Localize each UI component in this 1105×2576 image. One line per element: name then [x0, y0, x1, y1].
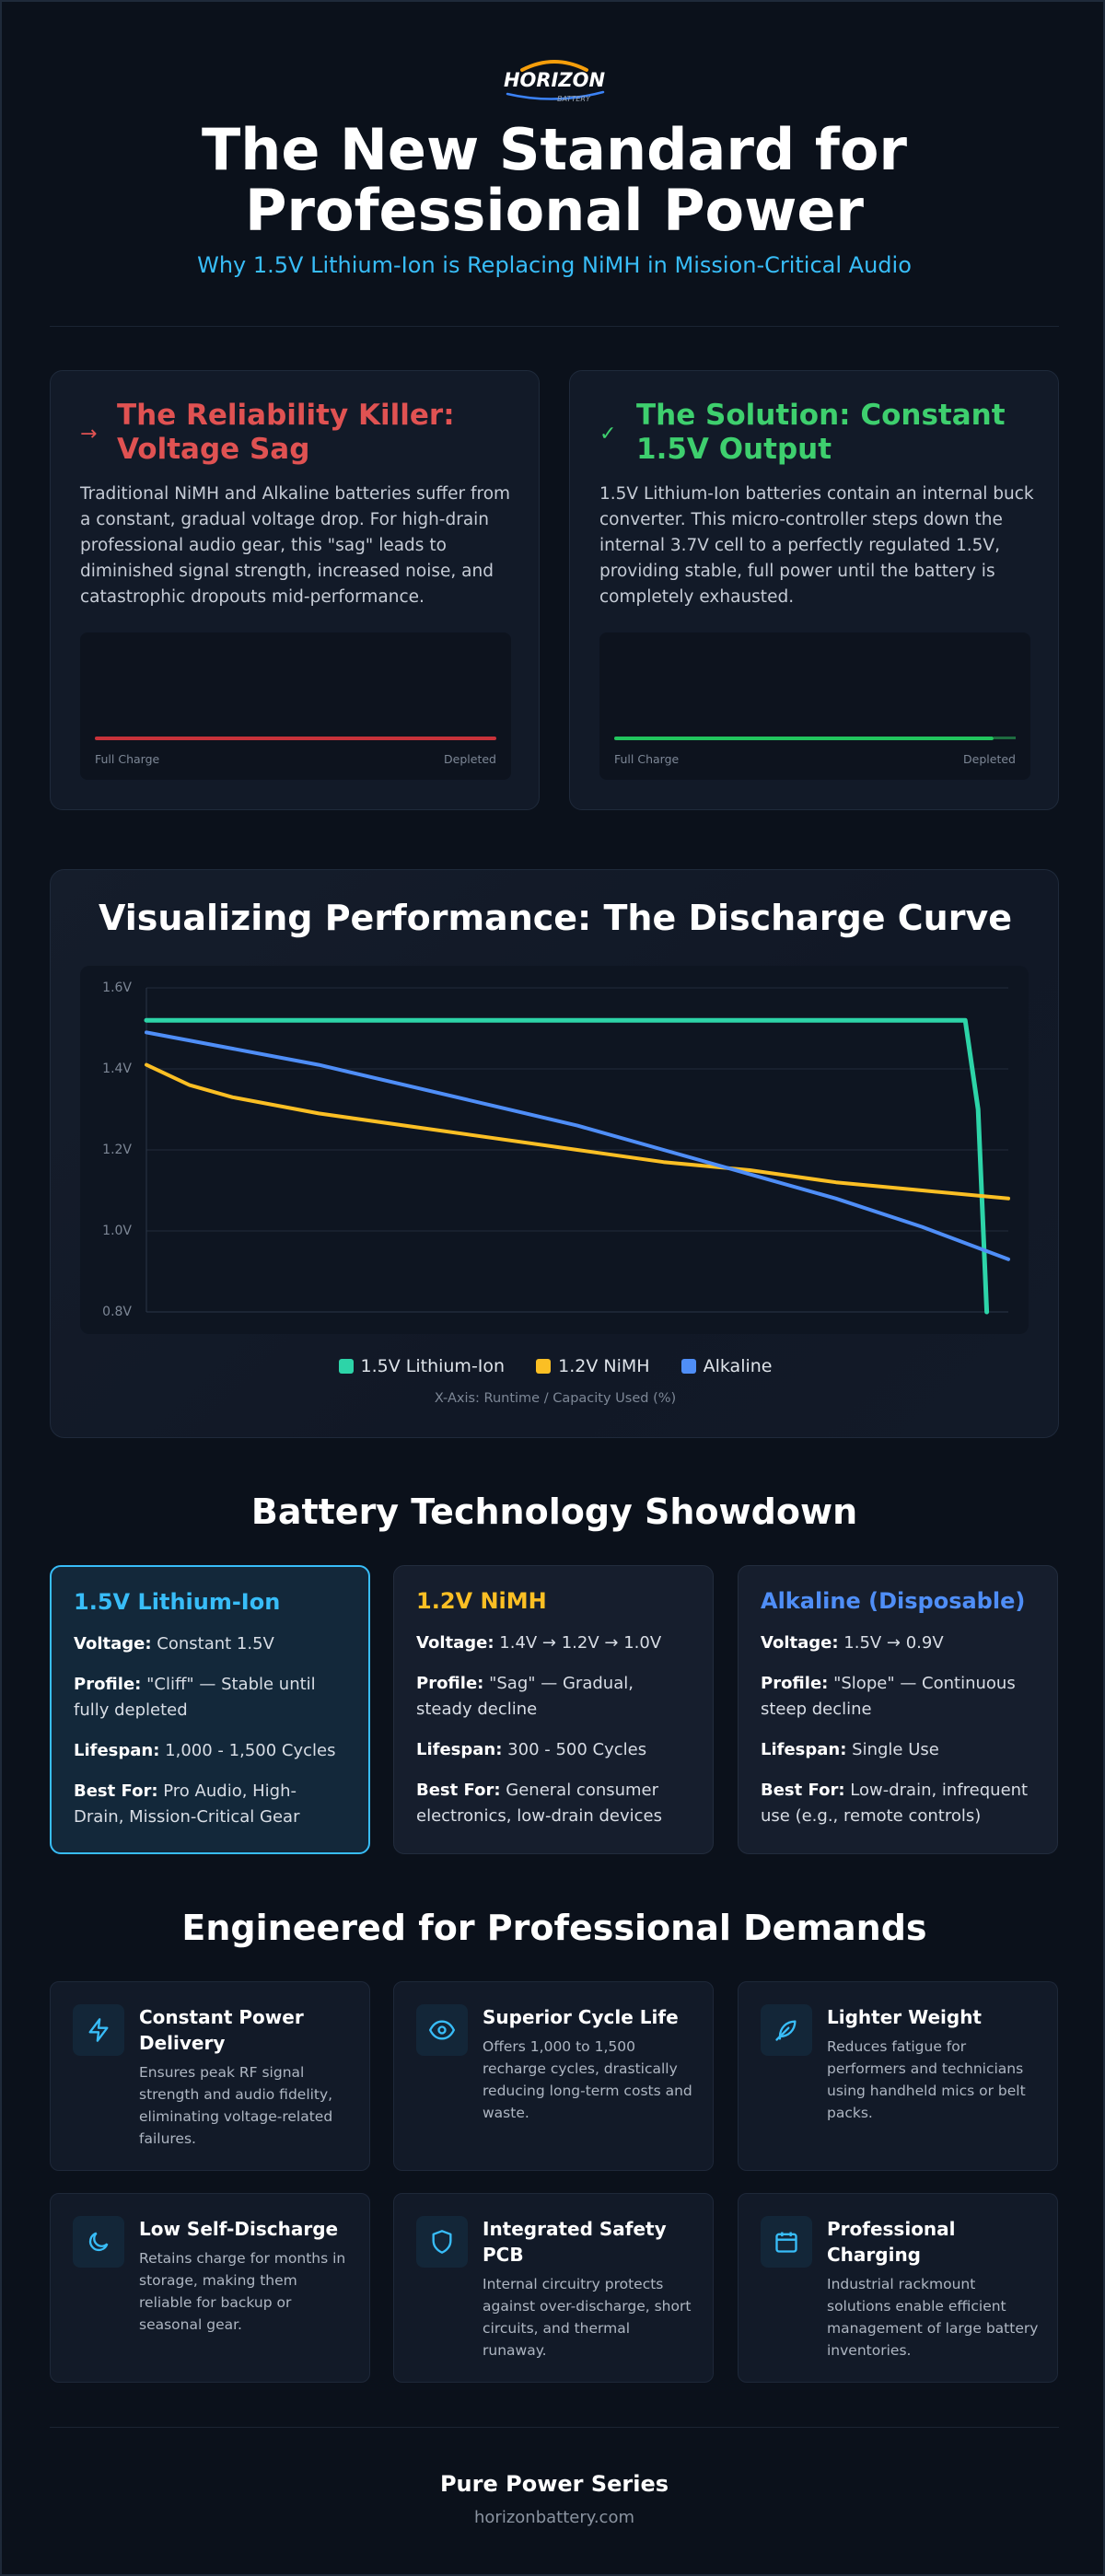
lifespan-row: Lifespan: 300 - 500 Cycles	[416, 1740, 647, 1759]
problem-body: Traditional NiMH and Alkaline batteries …	[80, 484, 511, 607]
profile-row: Profile: "Cliff" — Stable until fully de…	[74, 1675, 316, 1720]
series-line-1-5v-lithium-ion	[144, 1017, 990, 1315]
tech-card-title: 1.2V NiMH	[416, 1588, 547, 1614]
discharge-plot: 1.6V 1.4V 1.2V 1.0V 0.8V	[80, 966, 1029, 1334]
tech-card-alkaline: Alkaline (Disposable) Voltage: 1.5V → 0.…	[738, 1565, 1058, 1854]
check-icon: ✓	[599, 423, 617, 446]
footer-series: Pure Power Series	[439, 2471, 669, 2497]
moon-icon	[73, 2216, 124, 2268]
chart-legend: 1.5V Lithium-Ion 1.2V NiMH Alkaline	[51, 1356, 1060, 1376]
solution-card: ✓ The Solution: Constant 1.5V Output 1.5V…	[569, 370, 1059, 810]
logo-arc-icon: HORIZON BATTERY	[504, 60, 605, 103]
discharge-title: Visualizing Performance: The Discharge C…	[98, 898, 1013, 938]
showdown-title: Battery Technology Showdown	[250, 1491, 858, 1532]
divider	[50, 326, 1059, 327]
feature-body: Ensures peak RF signal strength and audi…	[139, 2064, 333, 2147]
solution-title: The Solution: Constant 1.5V Output	[636, 399, 1006, 466]
y-tick-label: 1.0V	[102, 1224, 132, 1238]
feature-body: Offers 1,000 to 1,500 recharge cycles, d…	[483, 2038, 692, 2121]
series-line-alkaline	[145, 1030, 1010, 1261]
y-tick-label: 1.2V	[102, 1143, 132, 1157]
x-axis-note: X-Axis: Runtime / Capacity Used (%)	[434, 1391, 677, 1406]
tech-card-lithium: 1.5V Lithium-Ion Voltage: Constant 1.5V …	[50, 1565, 370, 1854]
calendar-icon	[761, 2216, 812, 2268]
constant-mini-chart: Full Charge Depleted	[599, 632, 1030, 780]
feature-title: Low Self-Discharge	[139, 2218, 339, 2240]
feature-card-charging: Professional Charging Industrial rackmou…	[738, 2193, 1058, 2383]
constant-line	[614, 737, 994, 740]
legend-item: Alkaline	[680, 1356, 773, 1376]
problem-title: The Reliability Killer: Voltage Sag	[117, 399, 455, 466]
page-title: The New Standard for Professional Power	[2, 120, 1105, 241]
mini-chart-right-label: Depleted	[963, 752, 1016, 766]
tech-card-title: 1.5V Lithium-Ion	[74, 1589, 281, 1615]
feature-title: Professional Charging	[827, 2218, 956, 2266]
logo-sub: BATTERY	[557, 95, 591, 103]
solution-body: 1.5V Lithium-Ion batteries contain an in…	[599, 484, 1034, 607]
best-for-row: Best For: Low-drain, infrequent use (e.g…	[761, 1781, 1029, 1826]
sag-mini-chart: Full Charge Depleted	[80, 632, 511, 780]
feature-title: Lighter Weight	[827, 2006, 982, 2028]
profile-row: Profile: "Slope" — Continuous steep decl…	[761, 1674, 1016, 1719]
y-tick-label: 1.4V	[102, 1062, 132, 1076]
sag-line	[95, 737, 496, 740]
footer-url[interactable]: horizonbattery.com	[474, 2508, 634, 2527]
eye-icon	[416, 2004, 468, 2056]
features-title: Engineered for Professional Demands	[181, 1908, 927, 1948]
feature-body: Retains charge for months in storage, ma…	[139, 2250, 346, 2333]
feature-body: Internal circuitry protects against over…	[483, 2276, 692, 2359]
feature-card-constant-power: Constant Power Delivery Ensures peak RF …	[50, 1981, 370, 2171]
voltage-row: Voltage: 1.4V → 1.2V → 1.0V	[416, 1633, 662, 1653]
shield-icon	[416, 2216, 468, 2268]
profile-row: Profile: "Sag" — Gradual, steady decline	[416, 1674, 634, 1719]
constant-line-tail	[994, 737, 1016, 739]
lifespan-row: Lifespan: 1,000 - 1,500 Cycles	[74, 1741, 336, 1760]
brand-logo: HORIZON BATTERY	[2, 57, 1105, 107]
series-line-1-2v-nimh	[145, 1062, 1010, 1201]
legend-item: 1.2V NiMH	[536, 1356, 650, 1376]
lifespan-row: Lifespan: Single Use	[761, 1740, 939, 1759]
discharge-section: Visualizing Performance: The Discharge C…	[50, 869, 1059, 1438]
discharge-chart: 1.6V 1.4V 1.2V 1.0V 0.8V	[102, 981, 1010, 1319]
tech-card-nimh: 1.2V NiMH Voltage: 1.4V → 1.2V → 1.0V Pr…	[393, 1565, 714, 1854]
logo-text: HORIZON	[504, 69, 605, 91]
feature-body: Reduces fatigue for performers and techn…	[827, 2038, 1026, 2121]
title-line-2: Professional Power	[244, 177, 865, 244]
feature-title: Constant Power Delivery	[139, 2006, 304, 2054]
feature-card-cycle-life: Superior Cycle Life Offers 1,000 to 1,50…	[393, 1981, 714, 2171]
problem-card: → The Reliability Killer: Voltage Sag Tra…	[50, 370, 540, 810]
legend-item: 1.5V Lithium-Ion	[338, 1356, 505, 1376]
y-tick-label: 1.6V	[102, 981, 132, 995]
feature-body: Industrial rackmount solutions enable ef…	[827, 2276, 1039, 2359]
best-for-row: Best For: General consumer electronics, …	[416, 1781, 662, 1826]
page-subtitle: Why 1.5V Lithium-Ion is Replacing NiMH i…	[197, 252, 912, 278]
tech-card-title: Alkaline (Disposable)	[761, 1588, 1026, 1614]
y-tick-label: 0.8V	[102, 1305, 132, 1319]
mini-chart-right-label: Depleted	[444, 752, 496, 766]
arrow-right-icon: →	[80, 423, 98, 446]
mini-chart-left-label: Full Charge	[614, 752, 680, 766]
voltage-row: Voltage: 1.5V → 0.9V	[761, 1633, 944, 1653]
mini-chart-left-label: Full Charge	[95, 752, 160, 766]
feather-icon	[761, 2004, 812, 2056]
footer-divider	[50, 2427, 1059, 2428]
feature-title: Superior Cycle Life	[483, 2006, 679, 2028]
feature-card-lighter-weight: Lighter Weight Reduces fatigue for perfo…	[738, 1981, 1058, 2171]
feature-card-self-discharge: Low Self-Discharge Retains charge for mo…	[50, 2193, 370, 2383]
feature-card-safety-pcb: Integrated Safety PCB Internal circuitry…	[393, 2193, 714, 2383]
lightning-icon	[73, 2004, 124, 2056]
voltage-row: Voltage: Constant 1.5V	[74, 1634, 274, 1654]
best-for-row: Best For: Pro Audio, High-Drain, Mission…	[74, 1781, 300, 1827]
feature-title: Integrated Safety PCB	[483, 2218, 667, 2266]
title-line-1: The New Standard for	[201, 116, 908, 183]
